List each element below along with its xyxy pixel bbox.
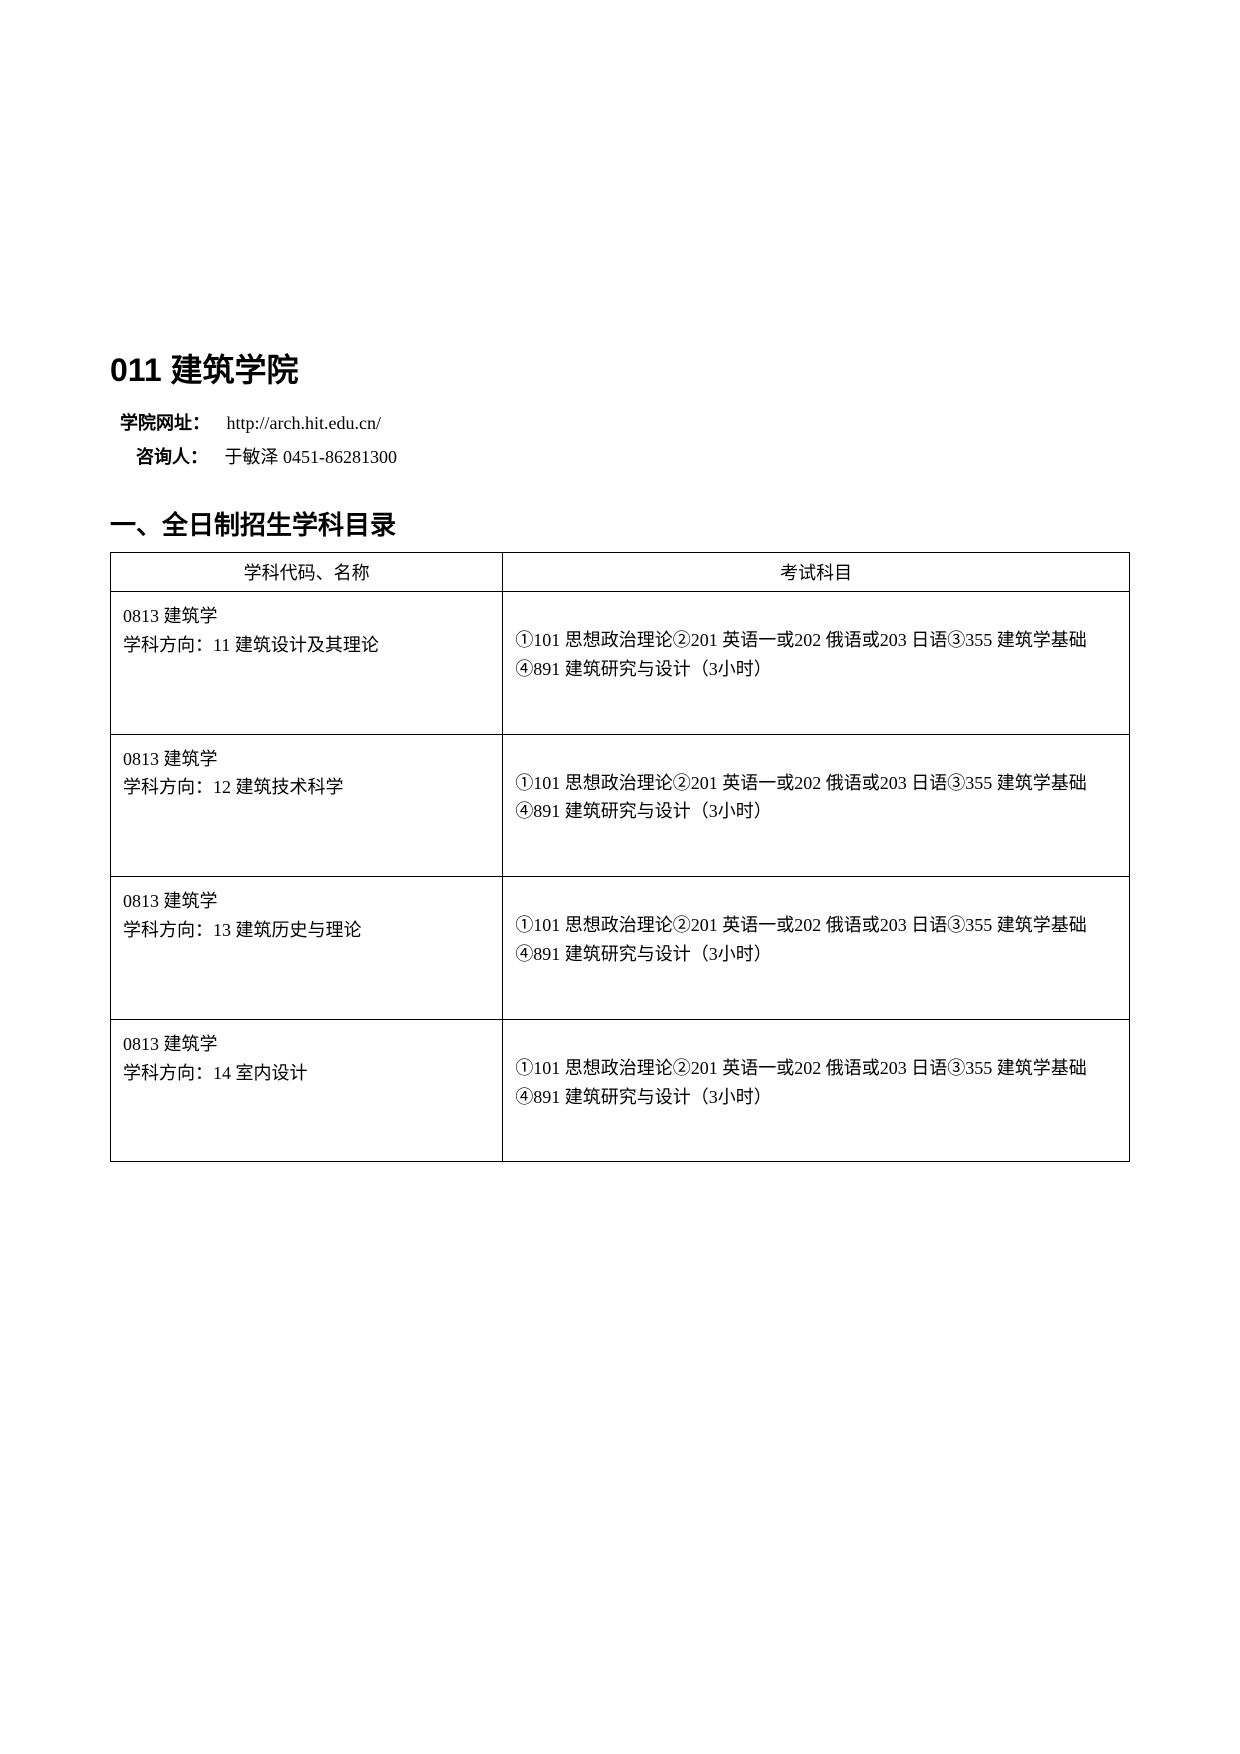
column-header-exam: 考试科目 — [503, 553, 1130, 592]
contact-label: 咨询人： — [136, 447, 208, 467]
exam-content: ①101 思想政治理论②201 英语一或202 俄语或203 日语③355 建筑… — [515, 626, 1117, 684]
subject-code: 0813 建筑学 — [123, 745, 490, 774]
subject-code: 0813 建筑学 — [123, 602, 490, 631]
website-label: 学院网址： — [120, 413, 210, 433]
subject-direction: 学科方向：11 建筑设计及其理论 — [123, 631, 490, 660]
exam-cell: ①101 思想政治理论②201 英语一或202 俄语或203 日语③355 建筑… — [503, 734, 1130, 877]
subject-direction: 学科方向：12 建筑技术科学 — [123, 773, 490, 802]
table-row: 0813 建筑学 学科方向：12 建筑技术科学 ①101 思想政治理论②201 … — [111, 734, 1130, 877]
contact-value: 于敏泽 0451-86281300 — [225, 447, 398, 467]
subject-code: 0813 建筑学 — [123, 887, 490, 916]
subject-direction: 学科方向：13 建筑历史与理论 — [123, 916, 490, 945]
website-line: 学院网址： http://arch.hit.edu.cn/ — [120, 409, 1130, 435]
subject-cell: 0813 建筑学 学科方向：11 建筑设计及其理论 — [111, 592, 503, 735]
subject-code: 0813 建筑学 — [123, 1030, 490, 1059]
table-row: 0813 建筑学 学科方向：14 室内设计 ①101 思想政治理论②201 英语… — [111, 1019, 1130, 1162]
table-row: 0813 建筑学 学科方向：11 建筑设计及其理论 ①101 思想政治理论②20… — [111, 592, 1130, 735]
website-value: http://arch.hit.edu.cn/ — [227, 413, 381, 433]
exam-content: ①101 思想政治理论②201 英语一或202 俄语或203 日语③355 建筑… — [515, 911, 1117, 969]
column-header-subject: 学科代码、名称 — [111, 553, 503, 592]
table-header-row: 学科代码、名称 考试科目 — [111, 553, 1130, 592]
subjects-table: 学科代码、名称 考试科目 0813 建筑学 学科方向：11 建筑设计及其理论 ①… — [110, 552, 1130, 1162]
exam-cell: ①101 思想政治理论②201 英语一或202 俄语或203 日语③355 建筑… — [503, 1019, 1130, 1162]
subject-cell: 0813 建筑学 学科方向：13 建筑历史与理论 — [111, 877, 503, 1020]
exam-cell: ①101 思想政治理论②201 英语一或202 俄语或203 日语③355 建筑… — [503, 877, 1130, 1020]
exam-cell: ①101 思想政治理论②201 英语一或202 俄语或203 日语③355 建筑… — [503, 592, 1130, 735]
exam-content: ①101 思想政治理论②201 英语一或202 俄语或203 日语③355 建筑… — [515, 769, 1117, 827]
table-row: 0813 建筑学 学科方向：13 建筑历史与理论 ①101 思想政治理论②201… — [111, 877, 1130, 1020]
exam-content: ①101 思想政治理论②201 英语一或202 俄语或203 日语③355 建筑… — [515, 1054, 1117, 1112]
contact-line: 咨询人： 于敏泽 0451-86281300 — [136, 443, 1130, 469]
page-title: 011 建筑学院 — [110, 345, 1130, 391]
subject-cell: 0813 建筑学 学科方向：12 建筑技术科学 — [111, 734, 503, 877]
subject-direction: 学科方向：14 室内设计 — [123, 1059, 490, 1088]
section-heading: 一、全日制招生学科目录 — [110, 505, 1130, 542]
subject-cell: 0813 建筑学 学科方向：14 室内设计 — [111, 1019, 503, 1162]
